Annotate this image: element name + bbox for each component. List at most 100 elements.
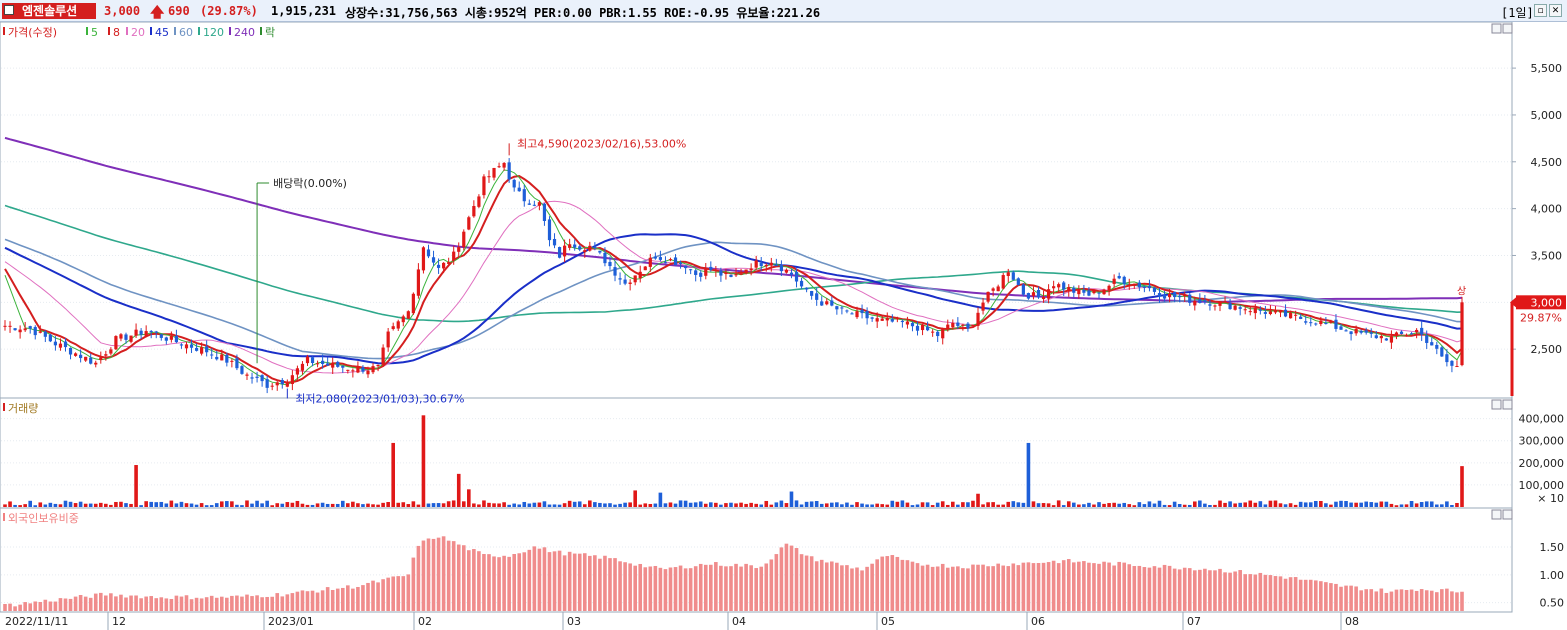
candle-body bbox=[58, 343, 63, 348]
foreign-ratio-bar bbox=[608, 558, 612, 611]
volume-bar bbox=[542, 501, 547, 507]
volume-bar bbox=[603, 503, 607, 507]
panel-buttons[interactable] bbox=[1491, 23, 1513, 520]
foreign-ratio-bar bbox=[275, 593, 280, 611]
foreign-ratio-bar bbox=[340, 587, 345, 611]
volume-bar bbox=[673, 503, 678, 507]
candle-body bbox=[638, 271, 642, 279]
candle-body bbox=[452, 251, 456, 261]
foreign-ratio-bar bbox=[935, 566, 940, 611]
candle-body bbox=[946, 324, 950, 329]
candle-body bbox=[1082, 289, 1086, 293]
volume-bar bbox=[880, 504, 885, 507]
foreign-ratio-bar bbox=[18, 604, 22, 611]
candle-body bbox=[573, 244, 577, 248]
candle-body bbox=[290, 375, 294, 385]
volume-bar bbox=[1203, 503, 1207, 507]
foreign-ratio-bar bbox=[1313, 580, 1318, 611]
candle-body bbox=[563, 245, 567, 257]
foreign-ratio-bar bbox=[1298, 579, 1303, 611]
foreign-ratio-bar bbox=[981, 564, 985, 611]
foreign-ratio-bar bbox=[961, 568, 965, 611]
volume-bar bbox=[139, 505, 143, 507]
candle-body bbox=[1389, 336, 1394, 343]
foreign-ratio-bar bbox=[154, 598, 159, 611]
foreign-ratio-bar bbox=[472, 549, 476, 611]
candle-body bbox=[235, 358, 239, 369]
period-selector[interactable]: [1일] bbox=[1501, 6, 1534, 20]
candle-body bbox=[1057, 284, 1061, 288]
foreign-ratio-bar bbox=[1087, 562, 1091, 611]
foreign-ratio-bar bbox=[754, 568, 758, 611]
foreign-ratio-bar bbox=[880, 556, 885, 611]
legend-ex-dividend: 락 bbox=[265, 26, 275, 39]
candle-body bbox=[401, 316, 405, 323]
volume-bar bbox=[925, 502, 930, 507]
foreign-ratio-bar bbox=[214, 597, 219, 611]
ex-dividend-annotation: 배당락(0.00%) bbox=[273, 177, 347, 190]
volume-bar bbox=[260, 503, 264, 507]
foreign-ratio-bar bbox=[1238, 570, 1242, 611]
foreign-ratio-bar bbox=[119, 594, 123, 611]
candle-body bbox=[870, 317, 874, 319]
candle-body bbox=[406, 311, 410, 319]
foreign-ratio-bar bbox=[794, 548, 799, 611]
legend-ma20: 20 bbox=[131, 26, 145, 39]
checkbox-icon[interactable] bbox=[4, 5, 14, 15]
volume-bar bbox=[104, 503, 108, 507]
stock-name-chip[interactable]: 엠젠솔루션 bbox=[2, 3, 96, 19]
volume-bar bbox=[310, 504, 315, 507]
volume-bar bbox=[356, 503, 360, 507]
candle-body bbox=[295, 368, 300, 375]
volume-bar bbox=[330, 503, 335, 507]
close-icon[interactable]: ✕ bbox=[1549, 4, 1562, 17]
candle-body bbox=[1092, 289, 1096, 294]
candle-body bbox=[593, 247, 597, 249]
foreign-ratio-bar bbox=[109, 593, 113, 611]
candle-body bbox=[668, 259, 673, 261]
candle-body bbox=[996, 286, 1000, 292]
candle-body bbox=[623, 279, 627, 284]
candle-body bbox=[678, 262, 683, 265]
volume-bar bbox=[819, 503, 824, 507]
volume-bar bbox=[971, 500, 975, 507]
candle-body bbox=[1304, 321, 1308, 323]
foreign-ratio-bar bbox=[8, 603, 12, 611]
stock-details: 상장수:31,756,563 시총:952억 PER:0.00 PBR:1.55… bbox=[345, 6, 821, 20]
foreign-ratio-bar bbox=[1223, 572, 1227, 611]
volume-bar bbox=[1051, 505, 1056, 507]
candle-body bbox=[986, 291, 990, 302]
candle-body bbox=[1243, 309, 1247, 311]
candle-body bbox=[119, 334, 123, 339]
candle-body bbox=[467, 217, 471, 230]
volume-bar bbox=[1223, 502, 1227, 507]
candle-body bbox=[457, 247, 461, 252]
foreign-ratio-bar bbox=[714, 562, 718, 611]
candle-body bbox=[33, 327, 37, 336]
candle-body bbox=[53, 341, 58, 346]
candle-body bbox=[1334, 319, 1338, 329]
foreign-ratio-bar bbox=[557, 550, 562, 611]
volume-bar bbox=[1349, 502, 1353, 507]
candle-body bbox=[764, 264, 768, 267]
x-tick-label: 03 bbox=[567, 615, 581, 628]
volume-bar bbox=[1414, 503, 1419, 507]
volume-bar bbox=[53, 503, 58, 507]
candle-body bbox=[280, 379, 284, 385]
volume-tick-label: 200,000 bbox=[1519, 457, 1565, 470]
price-change: 690 bbox=[168, 4, 190, 18]
foreign-ratio-bar bbox=[804, 555, 809, 611]
volume-bar bbox=[285, 502, 290, 507]
candle-body bbox=[608, 261, 612, 267]
restore-icon[interactable]: ▫ bbox=[1534, 4, 1547, 17]
volume-bar bbox=[1198, 500, 1202, 507]
foreign-title: 외국인보유비중 bbox=[8, 512, 79, 525]
volume-bar bbox=[582, 504, 587, 507]
candle-body bbox=[900, 321, 904, 323]
volume-bar bbox=[1046, 503, 1051, 507]
foreign-ratio-bar bbox=[174, 595, 179, 611]
volume-bar bbox=[1182, 504, 1187, 507]
candle-body bbox=[951, 322, 955, 328]
candle-body bbox=[1399, 331, 1404, 334]
candle-body bbox=[1344, 330, 1348, 332]
